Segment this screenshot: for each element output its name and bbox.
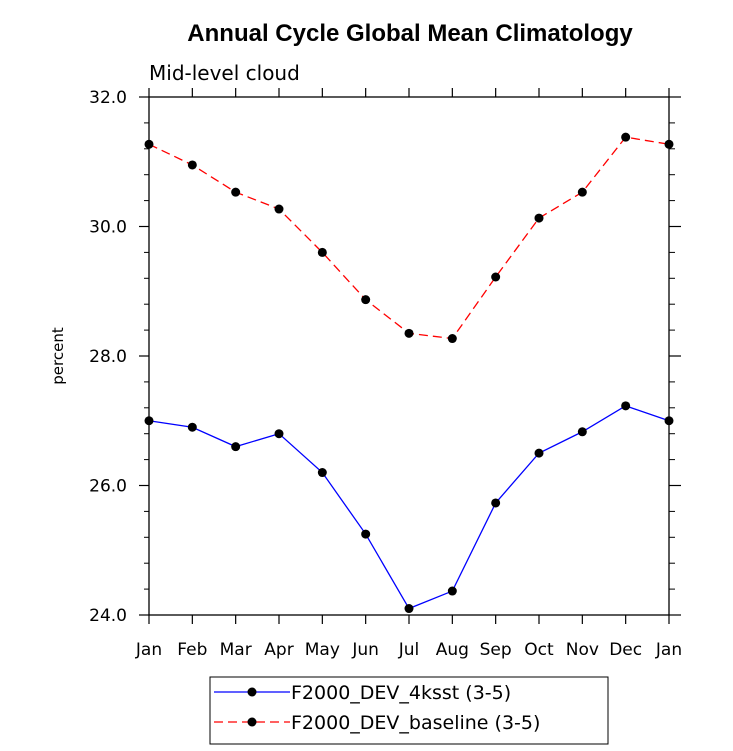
chart-title: Annual Cycle Global Mean Climatology [187, 20, 633, 47]
data-point-0 [274, 429, 284, 439]
data-point-1 [274, 204, 284, 214]
y-tick-label: 32.0 [89, 88, 127, 108]
data-point-1 [664, 139, 674, 149]
data-point-0 [231, 442, 241, 452]
x-tick-label: Jul [398, 640, 420, 660]
x-tick-label: Oct [524, 640, 554, 660]
y-tick-label: 28.0 [89, 347, 127, 367]
data-point-0 [404, 604, 414, 614]
series-line-1 [148, 136, 670, 340]
legend: F2000_DEV_4ksst (3-5) F2000_DEV_baseline … [209, 676, 609, 745]
x-tick-label: Mar [220, 640, 252, 660]
x-tick-label: Sep [480, 640, 512, 660]
x-tick-label: May [305, 640, 340, 660]
data-point-1 [534, 213, 544, 223]
plot-frame [148, 96, 670, 616]
data-point-1 [187, 160, 197, 170]
axes: Jan Feb Mar Apr May Jun Jul Aug Sep Oct Nov Dec Jan 2… [89, 88, 682, 660]
data-point-1 [577, 187, 587, 197]
data-point-1 [404, 328, 414, 338]
x-tick-label: Aug [436, 640, 469, 660]
data-point-0 [491, 498, 501, 508]
chart-subtitle: Mid-level cloud [149, 61, 300, 85]
x-tick-label: Jan [135, 640, 162, 660]
data-point-0 [534, 448, 544, 458]
x-tick-label: Dec [609, 640, 642, 660]
data-point-0 [664, 416, 674, 426]
data-point-0 [577, 427, 587, 437]
legend-marker [247, 717, 257, 727]
x-tick-label: Jan [655, 640, 682, 660]
data-point-1 [361, 295, 371, 305]
data-point-1 [231, 187, 241, 197]
x-tick-label: Jun [351, 640, 379, 660]
legend-marker [247, 687, 257, 697]
data-point-1 [317, 247, 327, 257]
data-point-0 [144, 416, 154, 426]
data-point-0 [187, 422, 197, 432]
y-tick-label: 24.0 [89, 606, 127, 626]
legend-label: F2000_DEV_baseline (3-5) [291, 712, 540, 734]
data-point-0 [447, 586, 457, 596]
data-point-1 [491, 272, 501, 282]
data-point-1 [144, 139, 154, 149]
x-tick-label: Feb [177, 640, 207, 660]
legend-box [209, 676, 609, 745]
legend-label: F2000_DEV_4ksst (3-5) [291, 682, 511, 704]
y-tick-label: 30.0 [89, 218, 127, 238]
data-point-1 [621, 132, 631, 142]
data-point-0 [317, 468, 327, 478]
series-line-0 [148, 405, 670, 610]
y-axis-label: percent [49, 327, 67, 385]
x-tick-label: Apr [264, 640, 293, 660]
data-point-1 [447, 334, 457, 344]
data-point-0 [621, 401, 631, 411]
data-point-0 [361, 529, 371, 539]
y-tick-label: 26.0 [89, 477, 127, 497]
x-tick-label: Nov [566, 640, 599, 660]
series-layer [144, 132, 674, 614]
